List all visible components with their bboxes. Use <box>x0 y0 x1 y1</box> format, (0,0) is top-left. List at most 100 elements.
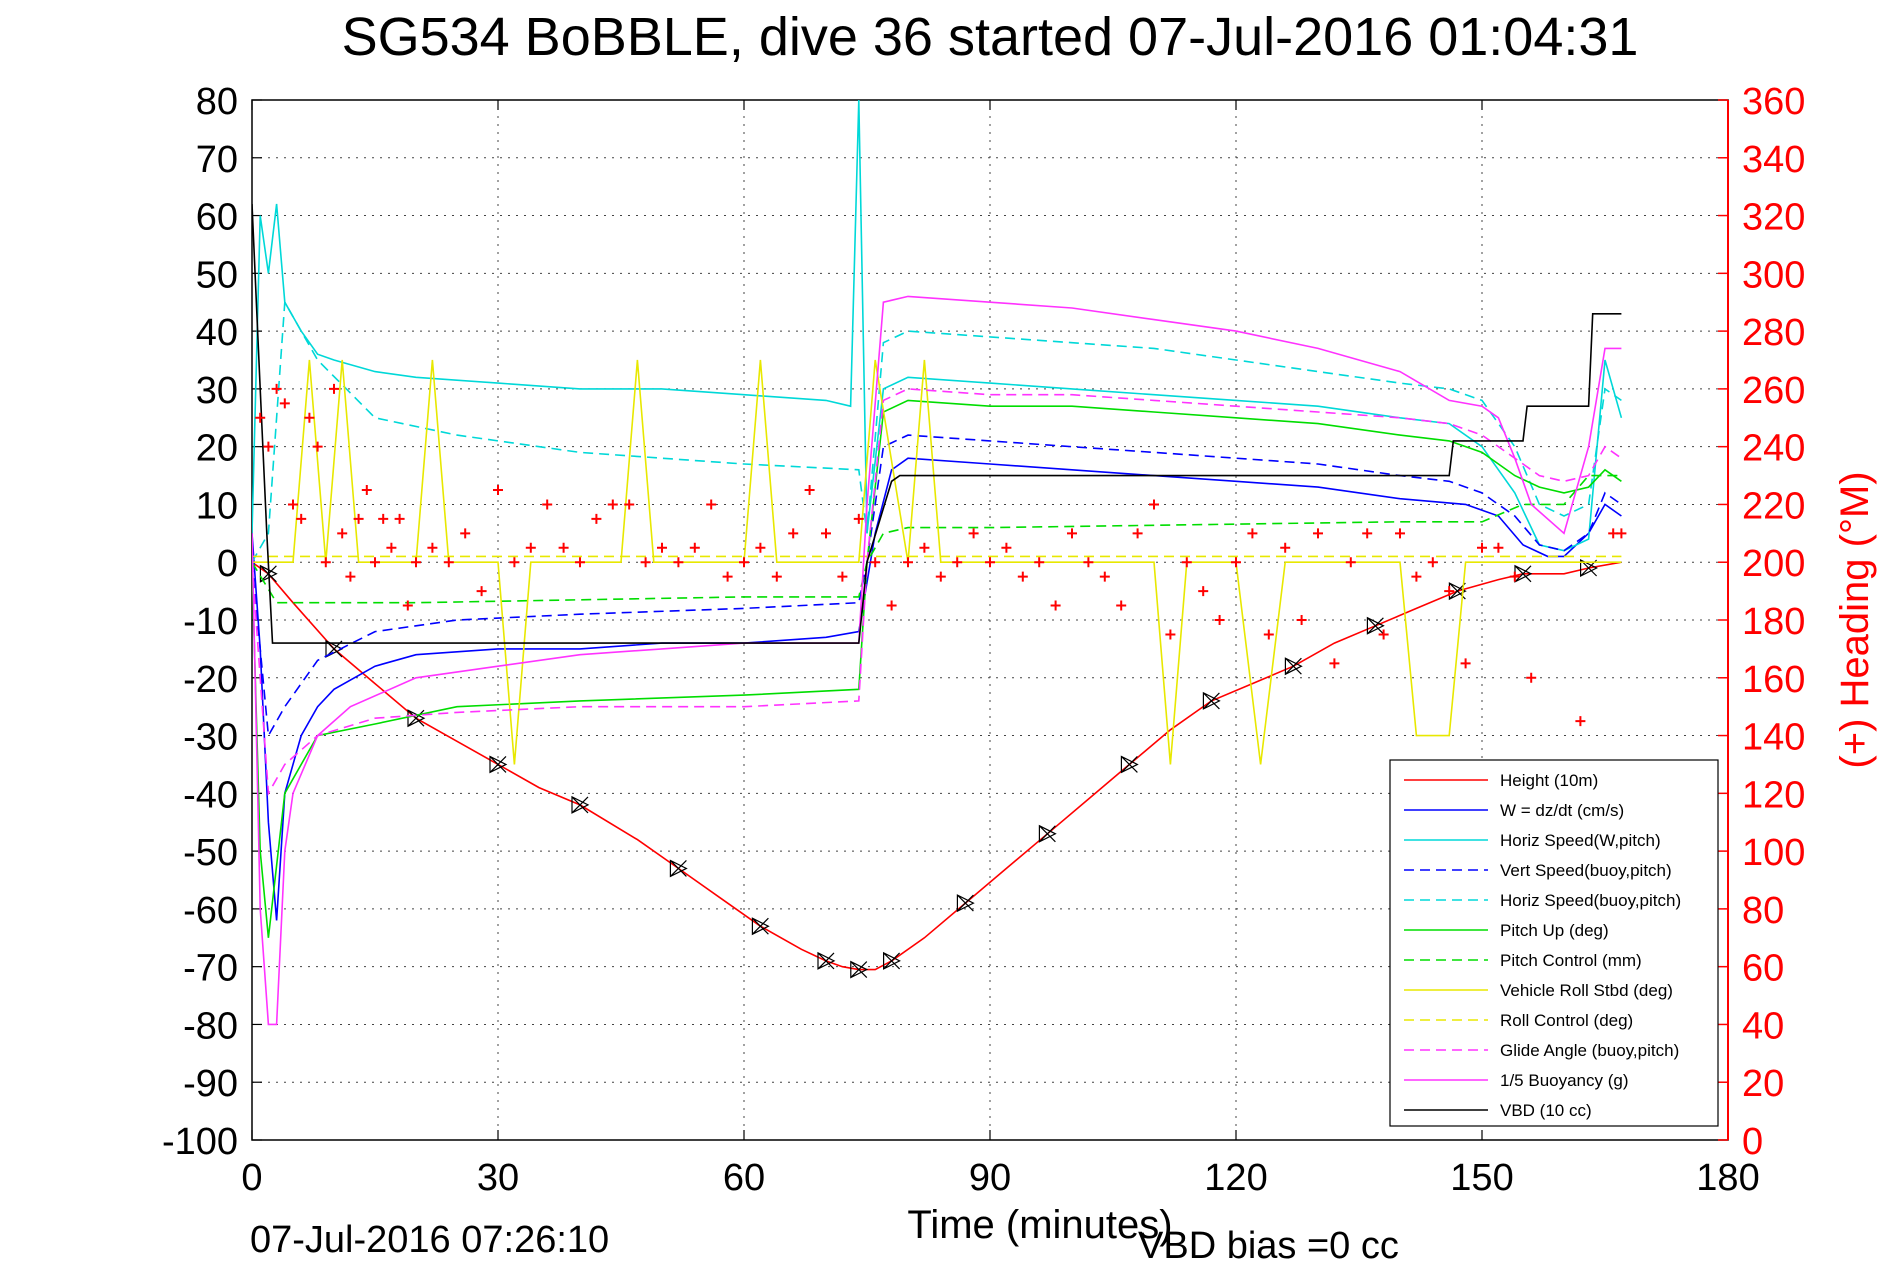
heading-point <box>1214 615 1225 625</box>
left-axis: 80 70 60 50 40 30 20 10 0 -10 -20 -30 -40 -50 -60 -70 -8… <box>162 81 238 1163</box>
y-left-tick-label: -30 <box>183 717 238 759</box>
y-right-tick-label: 20 <box>1742 1063 1784 1105</box>
x-tick-label: 180 <box>1696 1157 1759 1199</box>
heading-point <box>870 557 881 568</box>
depth-marker <box>1284 657 1303 676</box>
x-axis: 0 30 60 90 120 150 180 <box>241 1157 1759 1199</box>
heading-point <box>1198 586 1209 597</box>
heading-point <box>575 557 585 568</box>
legend-label: Height (10m) <box>1500 771 1598 790</box>
legend-box <box>1389 759 1719 1127</box>
heading-point <box>443 557 454 568</box>
heading-point <box>788 528 799 539</box>
y-right-tick-label: 0 <box>1742 1121 1763 1163</box>
series-line <box>252 295 1622 1026</box>
y-left-tick-label: -90 <box>183 1063 238 1105</box>
heading-point <box>771 571 782 582</box>
depth-marker <box>850 960 869 979</box>
heading-point <box>1001 542 1012 553</box>
series-glide-angle-buoy-pitch <box>252 388 1622 796</box>
heading-point <box>402 600 413 611</box>
heading-point <box>525 542 536 553</box>
heading-point <box>1067 528 1077 539</box>
heading-point <box>1362 528 1373 539</box>
heading-point <box>312 441 323 452</box>
y-left-tick-label: -80 <box>183 1005 238 1047</box>
legend: Height (10m) W = dz/dt (cm/s) Horiz Speed(… <box>1389 759 1719 1127</box>
y-right-tick-label: 120 <box>1742 774 1805 816</box>
y-left-tick-label: 10 <box>196 485 238 527</box>
heading-point <box>1329 658 1340 669</box>
series-line <box>252 100 1623 552</box>
heading-point <box>1427 557 1438 568</box>
heading-point <box>853 513 864 524</box>
heading-point <box>1345 557 1356 568</box>
heading-point <box>304 412 315 423</box>
y-right-tick-label: 260 <box>1742 370 1805 412</box>
y-left-tick-label: 40 <box>196 312 238 354</box>
legend-label: VBD (10 cc) <box>1500 1101 1592 1120</box>
heading-point <box>1017 571 1028 582</box>
depth-marker <box>571 795 590 814</box>
series-line <box>252 388 1622 796</box>
heading-point <box>722 571 733 582</box>
series-pitch-up-deg <box>252 399 1622 938</box>
heading-point <box>1181 557 1192 568</box>
legend-label: W = dz/dt (cm/s) <box>1500 801 1624 820</box>
legend-label: Pitch Up (deg) <box>1500 921 1609 940</box>
heading-point <box>337 528 348 539</box>
heading-point <box>985 557 995 568</box>
y-right-tick-label: 360 <box>1742 81 1805 123</box>
x-tick-label: 0 <box>241 1157 262 1199</box>
heading-point <box>968 528 979 539</box>
depth-marker <box>407 709 426 728</box>
y-right-tick-label: 240 <box>1742 428 1805 470</box>
legend-label: 1/5 Buoyancy (g) <box>1500 1071 1629 1090</box>
heading-point <box>1116 600 1127 611</box>
heading-point <box>935 571 946 582</box>
legend-label: Vert Speed(buoy,pitch) <box>1500 861 1672 880</box>
y-right-tick-label: 140 <box>1742 717 1805 759</box>
heading-point <box>1099 571 1110 582</box>
heading-point <box>460 528 471 539</box>
heading-point <box>837 571 848 582</box>
heading-point <box>296 513 307 524</box>
x-axis-label: Time (minutes) <box>907 1203 1172 1247</box>
heading-point <box>706 499 717 510</box>
y-left-tick-label: 30 <box>196 370 238 412</box>
heading-point <box>1575 716 1586 727</box>
y-right-tick-label: 160 <box>1742 659 1805 701</box>
heading-point <box>1411 571 1422 582</box>
y-left-tick-label: -20 <box>183 659 238 701</box>
heading-point <box>361 485 372 495</box>
depth-marker <box>751 917 770 936</box>
heading-point <box>411 557 421 568</box>
heading-point <box>1149 499 1159 510</box>
heading-point <box>689 542 700 553</box>
series-layer <box>252 100 1627 1026</box>
heading-point <box>952 557 963 568</box>
depth-marker <box>669 859 688 878</box>
y-left-tick-label: -40 <box>183 774 238 816</box>
series-line <box>252 359 1622 765</box>
legend-label: Roll Control (deg) <box>1500 1011 1633 1030</box>
heading-point <box>1477 542 1487 553</box>
heading-point <box>640 557 651 568</box>
heading-point <box>493 485 503 495</box>
heading-point <box>558 542 569 553</box>
heading-point <box>1132 528 1143 539</box>
legend-label: Horiz Speed(buoy,pitch) <box>1500 891 1681 910</box>
vbd-bias-footer: VBD bias =0 cc <box>1138 1225 1399 1262</box>
heading-point <box>804 485 815 495</box>
y-left-tick-label: 20 <box>196 428 238 470</box>
heading-point <box>1034 557 1045 568</box>
legend-label: Glide Angle (buoy,pitch) <box>1500 1041 1679 1060</box>
series-line <box>252 434 1622 739</box>
series-line <box>252 203 1622 644</box>
series-line <box>252 474 1622 604</box>
heading-point <box>263 441 274 452</box>
y-right-tick-label: 200 <box>1742 543 1805 585</box>
y-left-tick-label: -10 <box>183 601 238 643</box>
heading-point <box>1493 542 1504 553</box>
y-right-tick-label: 180 <box>1742 601 1805 643</box>
